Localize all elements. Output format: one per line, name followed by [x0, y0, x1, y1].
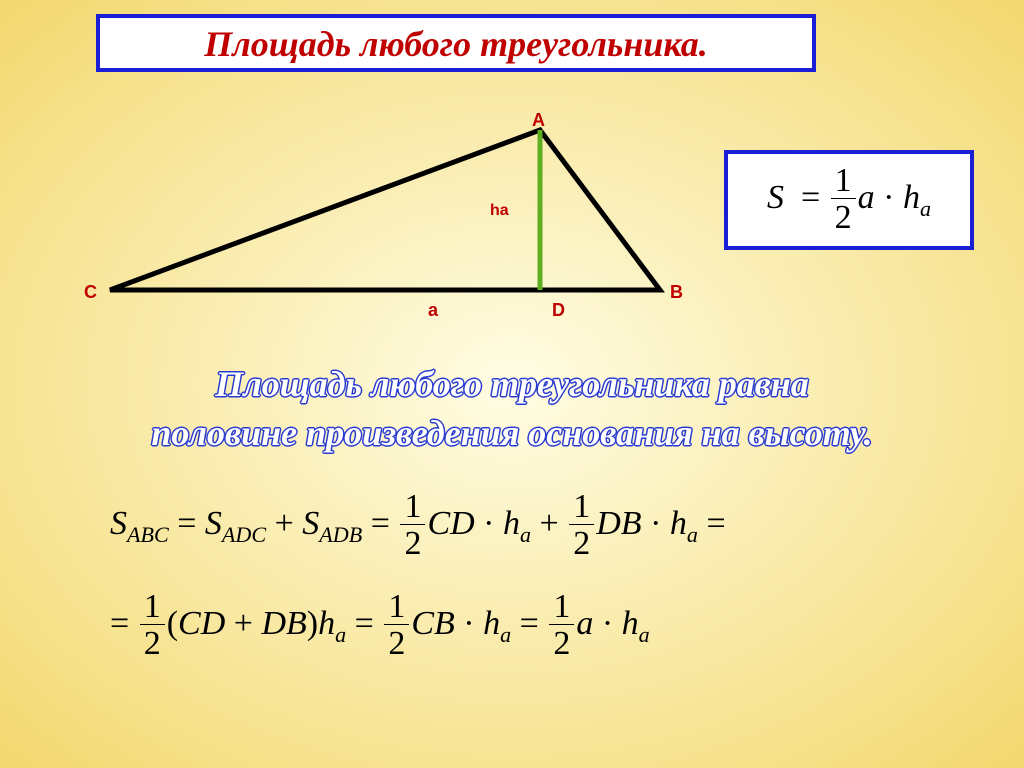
- area-formula-box: S = 12a · ha: [724, 150, 974, 250]
- diagram-label-ha: ha: [490, 202, 509, 220]
- diagram-label-A: A: [532, 110, 545, 131]
- diagram-label-a: a: [428, 300, 438, 321]
- diagram-label-D: D: [552, 300, 565, 321]
- diagram-label-C: C: [84, 282, 97, 303]
- proof-line-1: SABC = SADC + SADB = 12CD · ha + 12DB · …: [110, 490, 930, 562]
- proof-derivation: SABC = SADC + SADB = 12CD · ha + 12DB · …: [110, 490, 930, 663]
- theorem-line-2: половине произведения основания на высот…: [60, 409, 964, 458]
- diagram-label-B: B: [670, 282, 683, 303]
- area-formula: S = 12a · ha: [767, 164, 931, 236]
- theorem-statement: Площадь любого треугольника равна полови…: [60, 360, 964, 457]
- triangle-diagram: A B C Da ha: [70, 110, 680, 330]
- slide-title: Площадь любого треугольника.: [204, 24, 707, 64]
- theorem-line-1: Площадь любого треугольника равна: [60, 360, 964, 409]
- proof-line-2: = 12(CD + DB)ha = 12CB · ha = 12a · ha: [110, 590, 930, 662]
